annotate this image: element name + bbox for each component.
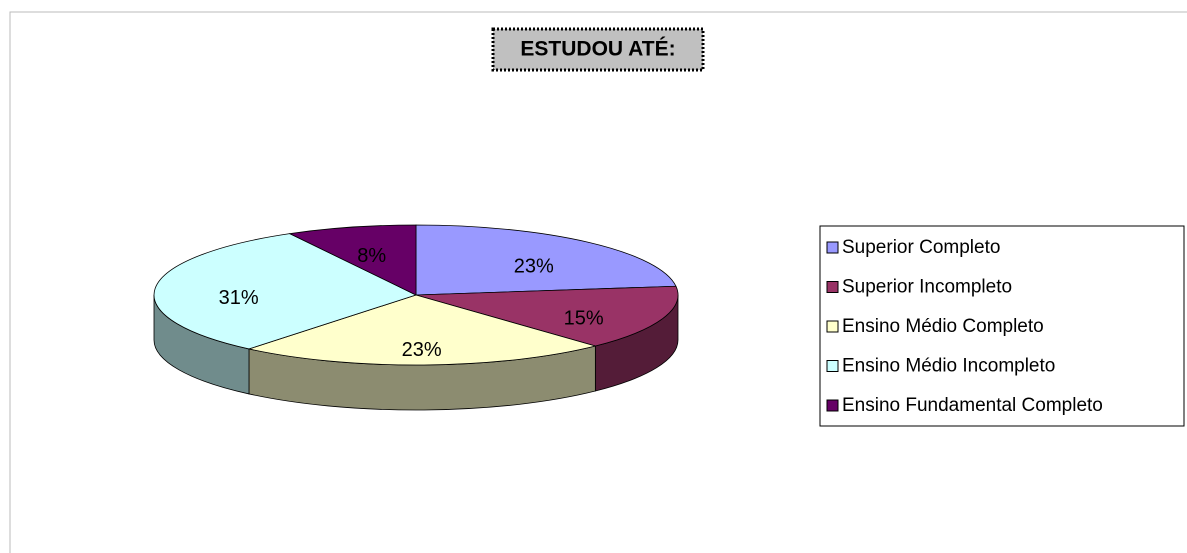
data-label: 15% bbox=[564, 307, 604, 329]
legend-label: Superior Incompleto bbox=[842, 277, 1012, 298]
slice bbox=[415, 224, 677, 296]
legend-swatch bbox=[826, 320, 839, 333]
slice bbox=[288, 224, 417, 296]
data-label: 8% bbox=[357, 245, 386, 267]
title-box bbox=[491, 27, 705, 72]
legend: Superior Completo Superior Incompleto Ensi… bbox=[826, 237, 1103, 416]
legend-label: Ensino Fundamental Completo bbox=[842, 395, 1103, 416]
data-label: 31% bbox=[219, 287, 259, 309]
legend-swatch bbox=[826, 281, 839, 293]
data-label: 23% bbox=[402, 339, 442, 361]
slice bbox=[247, 294, 597, 366]
data-label: 23% bbox=[514, 256, 554, 278]
legend-box bbox=[819, 225, 1185, 427]
legend-swatch bbox=[826, 241, 839, 254]
legend-label: Ensino Médio Completo bbox=[842, 316, 1044, 337]
pie: 23% 15% 23% 31% 8% bbox=[153, 224, 679, 411]
legend-swatch bbox=[826, 399, 839, 412]
slice bbox=[415, 285, 679, 347]
slice bbox=[153, 233, 418, 350]
legend-swatch bbox=[826, 360, 839, 372]
chart-title: ESTUDOU ATÉ: bbox=[520, 38, 675, 61]
legend-label: Superior Completo bbox=[842, 237, 1000, 258]
legend-label: Ensino Médio Incompleto bbox=[842, 356, 1055, 377]
